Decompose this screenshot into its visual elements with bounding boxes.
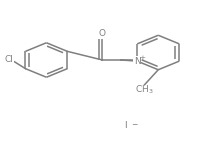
- Text: O: O: [99, 29, 106, 38]
- Text: N: N: [134, 57, 141, 66]
- Text: −: −: [131, 120, 137, 129]
- Text: I: I: [124, 122, 127, 130]
- Text: CH$_3$: CH$_3$: [135, 83, 154, 96]
- Text: Cl: Cl: [5, 56, 14, 64]
- Text: +: +: [139, 55, 145, 61]
